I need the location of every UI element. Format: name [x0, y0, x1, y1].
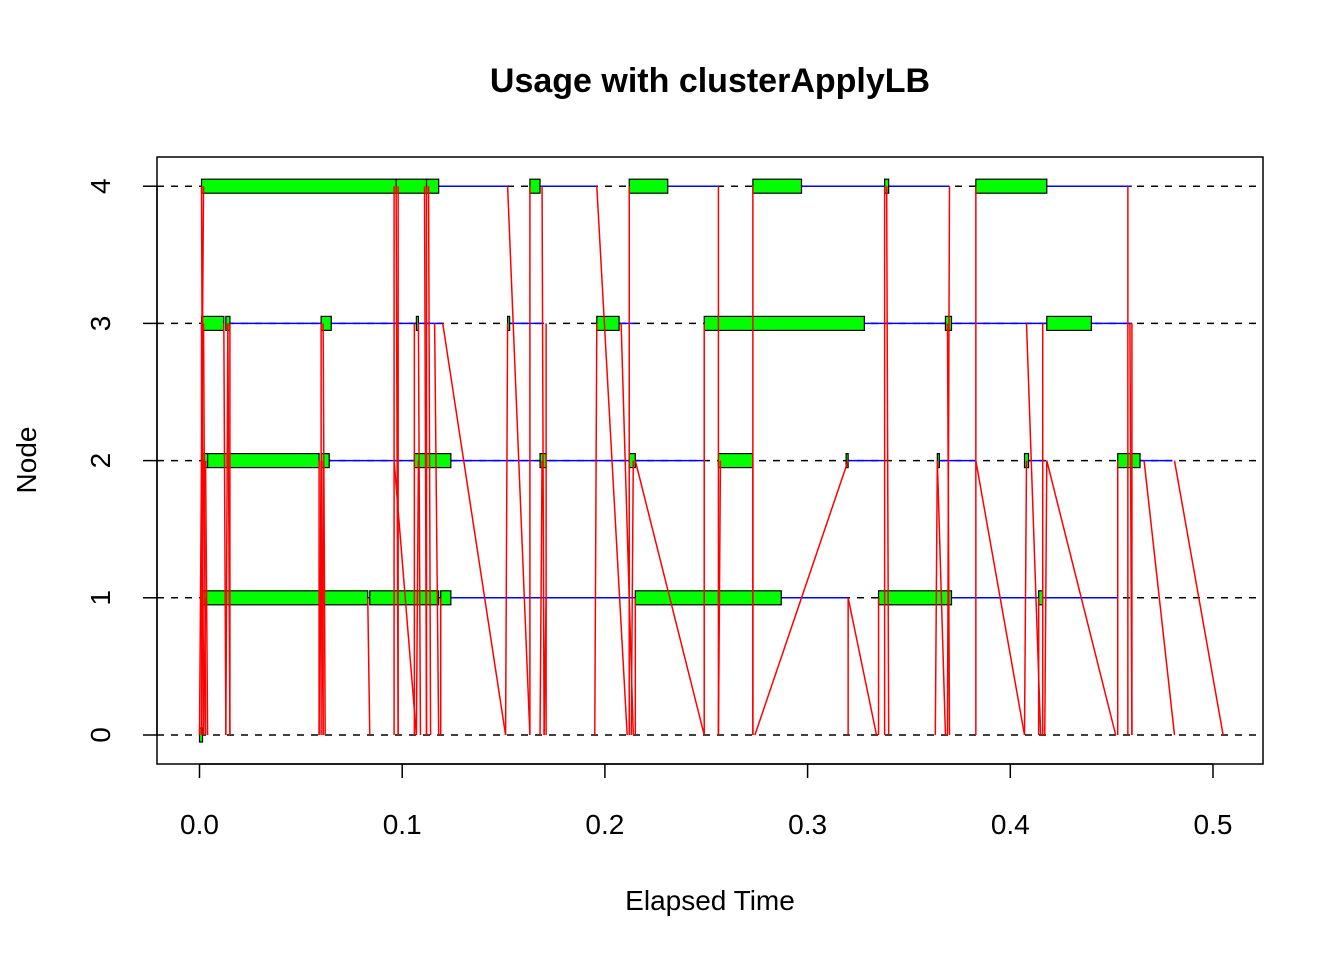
compute-block	[596, 315, 620, 331]
compute-block	[628, 178, 669, 194]
idle-segments	[229, 185, 1173, 599]
message-line	[620, 323, 635, 736]
message-line	[596, 186, 628, 736]
message-line	[415, 460, 420, 736]
message-line	[322, 323, 326, 736]
message-line	[634, 460, 705, 736]
message-line	[1046, 460, 1117, 736]
compute-block	[320, 453, 330, 469]
message-line	[717, 460, 722, 736]
message-line	[539, 460, 543, 736]
x-tick-label: 0.1	[383, 809, 422, 840]
message-line	[975, 460, 1026, 736]
compute-block	[634, 590, 782, 606]
message-line	[202, 323, 207, 736]
compute-block	[395, 178, 428, 194]
message-line	[433, 323, 440, 736]
message-line	[1044, 460, 1048, 736]
y-tick-label: 3	[85, 316, 116, 332]
message-lines	[198, 186, 1224, 736]
x-tick-label: 0.2	[585, 809, 624, 840]
x-tick-label: 0.4	[991, 809, 1030, 840]
compute-block	[717, 453, 754, 469]
message-line	[754, 460, 849, 736]
message-line	[946, 323, 951, 736]
message-line	[541, 186, 545, 736]
compute-block	[200, 315, 225, 331]
message-line	[204, 460, 209, 736]
message-line	[427, 186, 432, 736]
message-line	[366, 597, 371, 736]
message-line	[1173, 460, 1224, 736]
compute-block	[200, 178, 397, 194]
compute-block	[1046, 315, 1092, 331]
message-line	[847, 597, 878, 736]
message-line	[393, 460, 418, 736]
x-tick-label: 0.3	[788, 809, 827, 840]
compute-block	[703, 315, 865, 331]
message-line	[506, 186, 531, 736]
y-tick-label: 0	[85, 727, 116, 743]
message-line	[417, 323, 422, 736]
compute-block	[628, 453, 636, 469]
chart-title: Usage with clusterApplyLB	[490, 62, 930, 100]
y-tick-label: 2	[85, 453, 116, 469]
y-axis-label: Node	[11, 427, 42, 494]
compute-block	[440, 590, 452, 606]
message-line	[936, 460, 947, 736]
message-line	[441, 323, 507, 736]
compute-block	[529, 178, 541, 194]
y-axis: 0 1 2 3 4	[85, 178, 158, 743]
message-line	[504, 323, 509, 736]
message-line	[1143, 460, 1176, 736]
message-line	[594, 323, 598, 736]
compute-block	[1117, 453, 1141, 469]
message-line	[1023, 460, 1028, 736]
compute-block	[752, 178, 803, 194]
compute-blocks	[198, 178, 1141, 743]
y-tick-label: 1	[85, 590, 116, 606]
message-line	[200, 186, 205, 736]
x-axis: 0.0 0.1 0.2 0.3 0.4 0.5	[180, 763, 1233, 840]
y-tick-label: 4	[85, 178, 116, 194]
x-axis-label: Elapsed Time	[625, 885, 795, 916]
x-tick-label: 0.5	[1194, 809, 1233, 840]
compute-block	[975, 178, 1048, 194]
message-line	[885, 186, 890, 736]
message-line	[934, 460, 939, 736]
x-tick-label: 0.0	[180, 809, 219, 840]
